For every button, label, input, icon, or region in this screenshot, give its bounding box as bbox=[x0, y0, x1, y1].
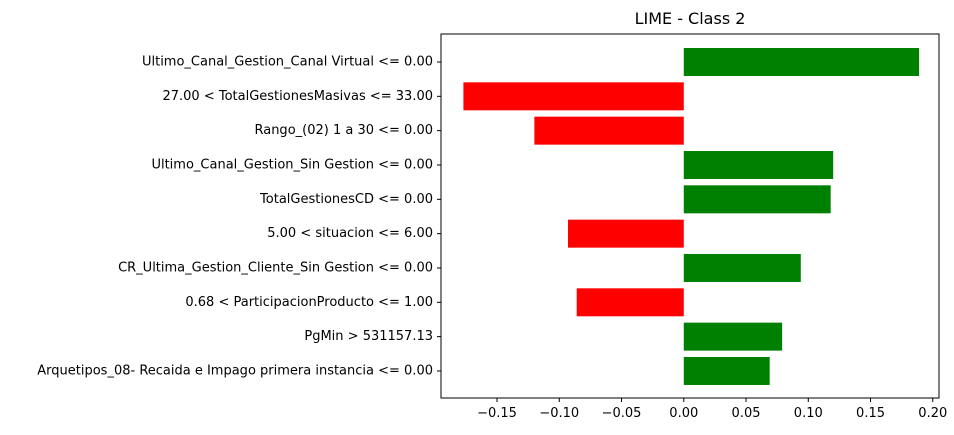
bar-8 bbox=[683, 322, 783, 351]
bars-group bbox=[463, 48, 920, 385]
y-label-9: Arquetipos_08- Recaida e Impago primera … bbox=[37, 363, 433, 378]
bar-3 bbox=[683, 150, 834, 179]
y-tick-labels: Ultimo_Canal_Gestion_Canal Virtual <= 0.… bbox=[37, 55, 441, 378]
bar-2 bbox=[534, 116, 684, 145]
plot-frame bbox=[440, 33, 940, 399]
y-label-6: CR_Ultima_Gestion_Cliente_Sin Gestion <=… bbox=[118, 260, 433, 275]
y-label-5: 5.00 < situacion <= 6.00 bbox=[267, 226, 433, 241]
y-label-7: 0.68 < ParticipacionProducto <= 1.00 bbox=[185, 295, 433, 310]
y-label-4: TotalGestionesCD <= 0.00 bbox=[259, 192, 433, 207]
y-label-1: 27.00 < TotalGestionesMasivas <= 33.00 bbox=[162, 89, 433, 104]
x-tick-label-3: 0.00 bbox=[669, 406, 698, 421]
x-tick-label-7: 0.20 bbox=[918, 406, 947, 421]
y-label-3: Ultimo_Canal_Gestion_Sin Gestion <= 0.00 bbox=[151, 157, 433, 172]
bar-5 bbox=[567, 219, 684, 248]
bar-4 bbox=[683, 185, 831, 214]
x-tick-label-5: 0.10 bbox=[794, 406, 823, 421]
x-tick-label-4: 0.05 bbox=[732, 406, 761, 421]
bar-1 bbox=[463, 82, 684, 111]
y-label-0: Ultimo_Canal_Gestion_Canal Virtual <= 0.… bbox=[142, 55, 433, 70]
x-tick-label-0: −0.15 bbox=[477, 406, 517, 421]
bar-6 bbox=[683, 253, 801, 282]
bar-0 bbox=[683, 48, 920, 76]
bar-9 bbox=[683, 356, 770, 385]
y-label-8: PgMin > 531157.13 bbox=[304, 329, 433, 344]
y-label-2: Rango_(02) 1 a 30 <= 0.00 bbox=[254, 123, 433, 138]
x-tick-label-1: −0.10 bbox=[539, 406, 579, 421]
x-tick-label-2: −0.05 bbox=[602, 406, 642, 421]
x-axis-ticks: −0.15 −0.10 −0.05 0.00 0.05 0.10 0.15 0.20 bbox=[477, 398, 947, 421]
bar-7 bbox=[576, 288, 684, 317]
x-tick-label-6: 0.15 bbox=[856, 406, 885, 421]
chart-title: LIME - Class 2 bbox=[635, 9, 746, 28]
